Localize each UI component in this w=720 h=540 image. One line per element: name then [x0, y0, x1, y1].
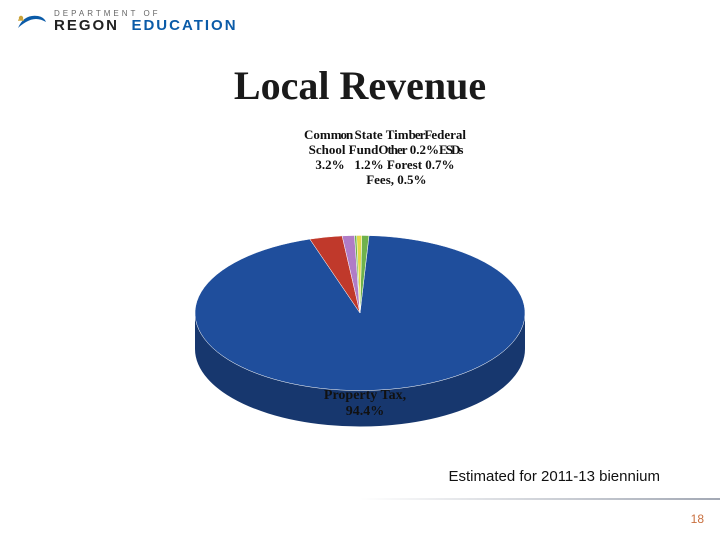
- overlap-line-1: Common State TimberFederal: [285, 128, 485, 143]
- accent-line: [360, 498, 720, 500]
- page-title: Local Revenue: [0, 62, 720, 109]
- property-tax-label-line2: 94.4%: [295, 404, 435, 420]
- logo-text: DEPARTMENT OF REGON EDUCATION: [54, 10, 238, 34]
- logo-name: REGON EDUCATION: [54, 18, 238, 34]
- page-number: 18: [691, 512, 704, 526]
- overlap-line-2: School FundOther 0.2%ESDs: [285, 143, 485, 158]
- property-tax-label-line1: Property Tax,: [295, 388, 435, 404]
- logo: DEPARTMENT OF REGON EDUCATION: [14, 10, 238, 34]
- footnote: Estimated for 2011-13 biennium: [448, 468, 660, 485]
- revenue-pie-chart: Common State TimberFederal School FundOt…: [145, 128, 575, 458]
- property-tax-label: Property Tax, 94.4%: [295, 388, 435, 420]
- small-slice-labels: Common State TimberFederal School FundOt…: [285, 128, 485, 188]
- overlap-line-4: Fees, 0.5%: [285, 173, 485, 188]
- logo-swoosh-icon: [14, 10, 48, 34]
- overlap-line-3: 3.2% 1.2% Forest 0.7%: [285, 158, 485, 173]
